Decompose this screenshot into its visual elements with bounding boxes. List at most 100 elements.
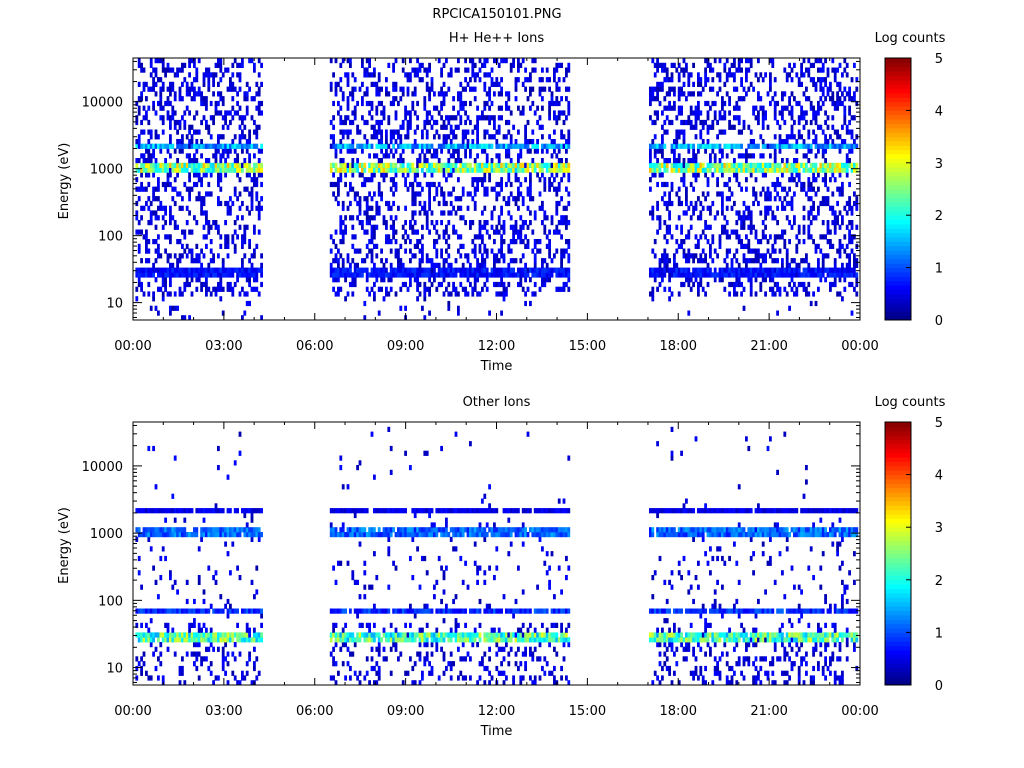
spectrogram-cell bbox=[759, 134, 763, 140]
spectrogram-cell bbox=[548, 229, 551, 235]
spectrogram-cell bbox=[471, 272, 475, 278]
spectrogram-cell bbox=[704, 253, 707, 259]
spectrogram-cell bbox=[699, 281, 703, 288]
spectrogram-cell bbox=[807, 167, 811, 173]
spectrogram-cell bbox=[483, 224, 487, 230]
spectrogram-cell bbox=[219, 134, 223, 140]
spectrogram-cell bbox=[759, 267, 763, 273]
spectrogram-cell bbox=[826, 124, 830, 130]
spectrogram-cell bbox=[476, 177, 479, 183]
spectrogram-cell bbox=[435, 286, 439, 292]
spectrogram-cell bbox=[159, 508, 163, 514]
spectrogram-cell bbox=[560, 286, 563, 292]
spectrogram-cell bbox=[797, 119, 801, 126]
spectrogram-cell bbox=[517, 67, 520, 73]
spectrogram-cell bbox=[713, 248, 717, 254]
spectrogram-cell bbox=[488, 162, 491, 168]
spectrogram-cell bbox=[651, 91, 655, 97]
spectrogram-cell bbox=[543, 210, 547, 216]
spectrogram-cell bbox=[166, 622, 170, 628]
spectrogram-cell bbox=[733, 200, 736, 207]
spectrogram-cell bbox=[401, 86, 405, 92]
spectrogram-cell bbox=[238, 205, 242, 211]
spectrogram-cell bbox=[740, 77, 743, 83]
spectrogram-cell bbox=[745, 215, 748, 221]
spectrogram-cell bbox=[845, 62, 849, 68]
spectrogram-cell bbox=[373, 272, 376, 278]
spectrogram-cell bbox=[838, 81, 842, 87]
spectrogram-cell bbox=[219, 267, 223, 273]
spectrogram-cell bbox=[257, 200, 261, 207]
spectrogram-cell bbox=[469, 262, 472, 268]
spectrogram-cell bbox=[169, 172, 172, 178]
spectrogram-cell bbox=[157, 656, 160, 662]
spectrogram-cell bbox=[807, 281, 811, 288]
spectrogram-cell bbox=[668, 215, 671, 221]
spectrogram-cell bbox=[255, 124, 259, 130]
spectrogram-cell bbox=[788, 272, 791, 278]
spectrogram-cell bbox=[649, 272, 652, 278]
spectrogram-cell bbox=[507, 96, 511, 102]
colorbar-segment bbox=[885, 263, 911, 269]
spectrogram-cell bbox=[200, 267, 203, 273]
spectrogram-cell bbox=[716, 167, 719, 173]
spectrogram-cell bbox=[737, 272, 741, 278]
spectrogram-cell bbox=[495, 196, 499, 202]
spectrogram-cell bbox=[476, 234, 479, 240]
spectrogram-cell bbox=[533, 258, 537, 264]
spectrogram-cell bbox=[464, 58, 467, 64]
spectrogram-cell bbox=[473, 77, 477, 83]
spectrogram-cell bbox=[413, 253, 417, 259]
spectrogram-cell bbox=[483, 220, 487, 226]
spectrogram-cell bbox=[476, 291, 479, 297]
spectrogram-cell bbox=[473, 205, 477, 211]
spectrogram-cell bbox=[754, 277, 758, 283]
colorbar-segment bbox=[885, 258, 911, 264]
spectrogram-cell bbox=[740, 224, 743, 230]
spectrogram-cell bbox=[697, 143, 700, 149]
colorbar-segment bbox=[885, 237, 911, 242]
spectrogram-cell bbox=[339, 253, 343, 259]
spectrogram-cell bbox=[661, 153, 664, 159]
spectrogram-cell bbox=[339, 267, 343, 273]
spectrogram-cell bbox=[490, 77, 494, 83]
spectrogram-cell bbox=[757, 162, 760, 168]
spectrogram-cell bbox=[567, 67, 571, 73]
spectrogram-cell bbox=[329, 234, 333, 240]
spectrogram-cell bbox=[745, 77, 748, 83]
spectrogram-cell bbox=[425, 215, 429, 221]
spectrogram-cell bbox=[248, 300, 251, 307]
spectrogram-cell bbox=[543, 186, 547, 192]
spectrogram-cell bbox=[159, 532, 163, 538]
spectrogram-cell bbox=[260, 172, 263, 178]
spectrogram-cell bbox=[562, 162, 566, 168]
spectrogram-cell bbox=[781, 272, 784, 278]
spectrogram-cell bbox=[497, 281, 501, 288]
spectrogram-cell bbox=[339, 229, 343, 235]
spectrogram-cell bbox=[682, 181, 686, 188]
spectrogram-cell bbox=[171, 632, 175, 638]
spectrogram-cell bbox=[152, 105, 155, 111]
spectrogram-cell bbox=[781, 205, 784, 211]
spectrogram-cell bbox=[207, 181, 211, 188]
spectrogram-cell bbox=[337, 191, 340, 197]
spectrogram-cell bbox=[485, 153, 489, 159]
spectrogram-cell bbox=[752, 105, 755, 111]
spectrogram-cell bbox=[742, 243, 746, 249]
spectrogram-cell bbox=[524, 243, 527, 249]
spectrogram-cell bbox=[773, 239, 777, 245]
spectrogram-cell bbox=[533, 239, 537, 245]
spectrogram-cell bbox=[495, 224, 499, 230]
colorbar-tick-label: 2 bbox=[935, 209, 943, 224]
spectrogram-cell bbox=[557, 181, 561, 188]
spectrogram-cell bbox=[224, 158, 227, 164]
spectrogram-cell bbox=[697, 281, 700, 288]
spectrogram-cell bbox=[709, 210, 712, 216]
spectrogram-cell bbox=[171, 493, 175, 499]
spectrogram-cell bbox=[742, 220, 746, 226]
spectrogram-cell bbox=[836, 186, 839, 192]
spectrogram-cell bbox=[819, 277, 823, 283]
spectrogram-cell bbox=[260, 267, 263, 273]
spectrogram-cell bbox=[411, 191, 415, 197]
spectrogram-cell bbox=[413, 167, 417, 173]
